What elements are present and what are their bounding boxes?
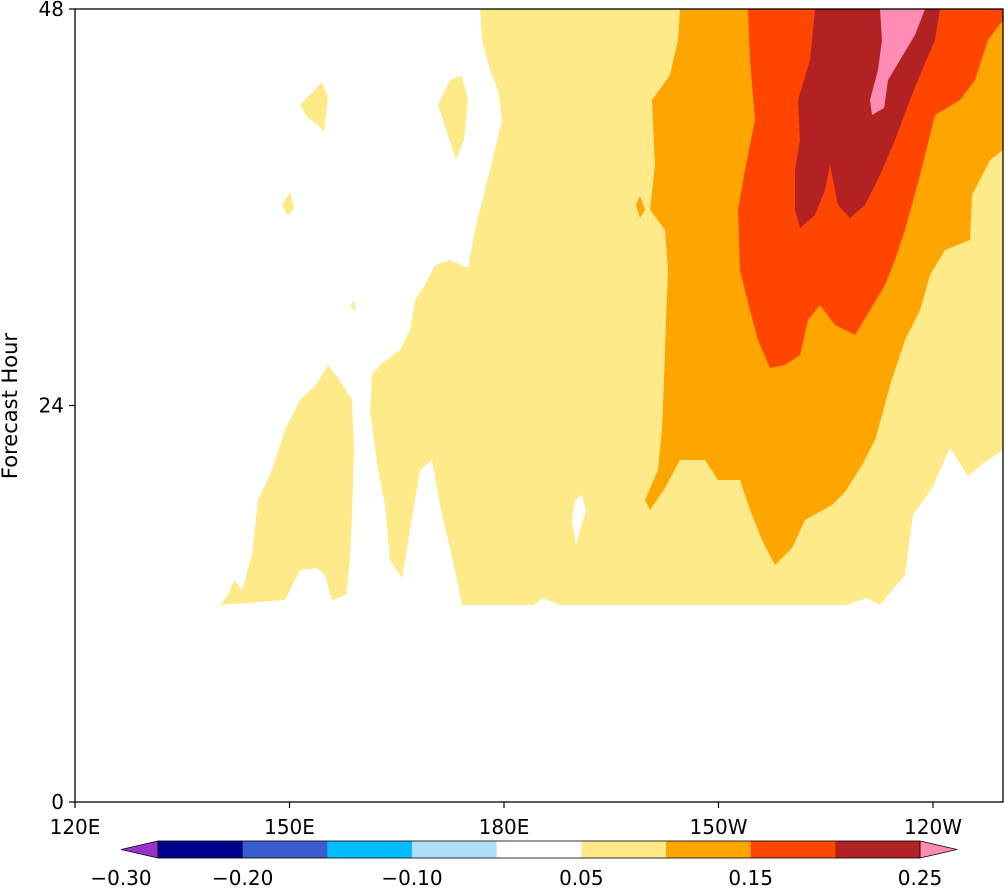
- x-tick-label: 150E: [264, 815, 315, 839]
- contour-band-005-010-patch-d: [350, 300, 356, 312]
- colorbar-swatch: [158, 841, 244, 858]
- colorbar-over-extend: [919, 840, 958, 859]
- colorbar: −0.30 −0.20 −0.10 0.05 0.15 0.25: [90, 840, 958, 890]
- colorbar-tick-label: 0.15: [728, 866, 773, 890]
- plot-area: [75, 9, 1003, 802]
- colorbar-tick-label: 0.25: [898, 866, 943, 890]
- colorbar-swatch: [412, 841, 498, 858]
- colorbar-swatch: [750, 841, 836, 858]
- y-tick-label: 24: [39, 394, 64, 418]
- y-axis: 0 24 48: [39, 0, 75, 814]
- colorbar-under-extend: [120, 840, 159, 859]
- x-tick-label: 120E: [50, 815, 101, 839]
- x-axis: 120E 150E 180E 150W 120W: [50, 802, 962, 839]
- colorbar-swatch: [496, 841, 582, 858]
- contour-band-005-010-patch-b: [438, 76, 468, 160]
- x-tick-label: 180E: [479, 815, 530, 839]
- colorbar-swatch: [666, 841, 752, 858]
- y-tick-label: 0: [51, 790, 64, 814]
- colorbar-tick-label: −0.30: [90, 866, 151, 890]
- colorbar-tick-label: 0.05: [559, 866, 604, 890]
- colorbar-swatch: [242, 841, 328, 858]
- colorbar-tick-label: −0.10: [381, 866, 442, 890]
- contour-band-005-010-patch-a: [300, 82, 328, 132]
- x-tick-label: 150W: [690, 815, 748, 839]
- contour-band-020-025: [795, 9, 940, 228]
- y-axis-title: Forecast Hour: [0, 333, 22, 479]
- contour-band-005-010-patch-c: [282, 192, 294, 216]
- colorbar-swatch: [581, 841, 667, 858]
- contour-hole-near-180E: [572, 495, 586, 545]
- contour-band-005-010-left-patch: [220, 365, 354, 605]
- y-tick-label: 48: [39, 0, 64, 21]
- contour-band-010-015-patch: [636, 196, 645, 218]
- colorbar-swatch: [327, 841, 413, 858]
- colorbar-tick-label: −0.20: [212, 866, 273, 890]
- colorbar-swatch: [835, 841, 921, 858]
- contour-band-025-030: [870, 9, 925, 115]
- x-tick-label: 120W: [904, 815, 962, 839]
- colorbar-frame: [157, 840, 921, 859]
